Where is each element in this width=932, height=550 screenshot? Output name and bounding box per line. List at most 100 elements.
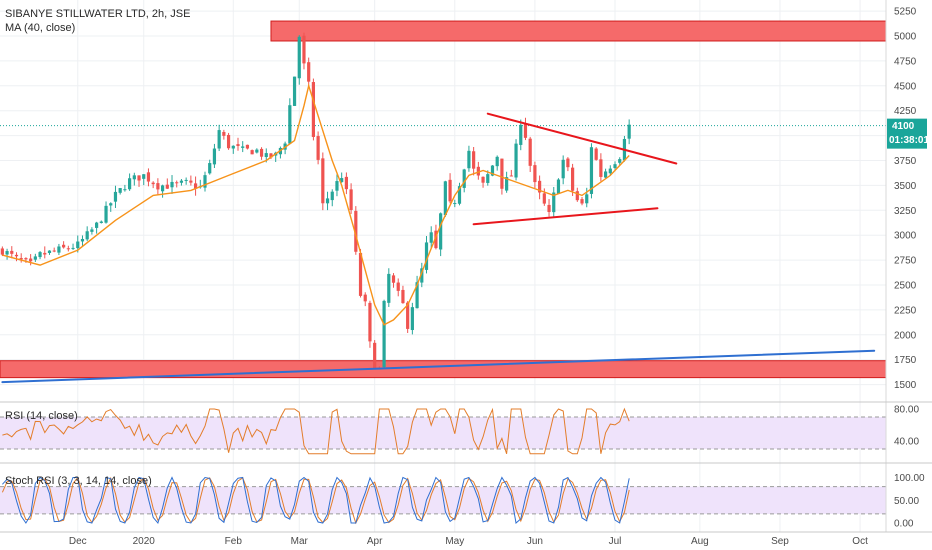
candle-body [335, 181, 339, 191]
candle-body [448, 179, 452, 202]
candle-body [245, 144, 250, 149]
candle-body [217, 130, 221, 149]
candle-body [603, 171, 608, 178]
x-tick-label: Mar [291, 536, 309, 547]
candle-body [132, 175, 136, 180]
candle-body [354, 210, 358, 252]
candle-body [618, 159, 622, 163]
candle-body [302, 35, 306, 64]
candle-body [476, 166, 480, 176]
candle-body [410, 307, 414, 331]
candle-body [165, 184, 169, 189]
candle-body [368, 302, 372, 342]
candle-body [523, 123, 528, 138]
candle-body [71, 247, 75, 249]
candle-body [358, 253, 363, 296]
candle-body [627, 124, 631, 139]
y-tick-label: 1750 [894, 355, 917, 366]
y-tick-label: 3500 [894, 181, 917, 192]
candle-body [109, 203, 113, 206]
candle-body [66, 248, 70, 250]
candle-body [193, 183, 198, 189]
x-tick-label: May [445, 536, 464, 547]
candle-body [222, 131, 226, 136]
candle-body [608, 168, 612, 174]
candle-body [104, 205, 108, 223]
candle-body [401, 289, 405, 304]
candle-body [208, 163, 212, 174]
y-tick-label: 2750 [894, 256, 917, 267]
candle-body [547, 204, 551, 213]
stoch-tick-label: 100.00 [894, 473, 925, 484]
x-tick-label: Dec [69, 536, 87, 547]
candle-body [453, 203, 457, 205]
stoch-legend[interactable]: Stoch RSI (3, 3, 14, 14, close) [5, 475, 152, 487]
candle-body [495, 156, 499, 167]
candle-body [269, 153, 273, 158]
candle-body [613, 164, 617, 169]
candle-body [231, 145, 235, 149]
candle-body [38, 252, 42, 258]
candle-body [250, 150, 254, 155]
candle-body [429, 232, 433, 243]
candle-body [128, 178, 132, 190]
stoch-tick-label: 0.00 [894, 519, 914, 530]
candle-body [406, 302, 410, 329]
candle-body [288, 105, 292, 144]
candle-body [424, 242, 429, 270]
candle-body [330, 191, 334, 201]
candle-body [203, 175, 207, 188]
ma-legend[interactable]: MA (40, close) [5, 22, 75, 34]
candle-body [236, 144, 240, 146]
rsi-tick-label: 80.00 [894, 405, 919, 416]
candle-body [571, 167, 575, 191]
candle-body [57, 246, 61, 253]
axes: 5250500047504500425040003750350032503000… [69, 7, 925, 547]
candle-body [561, 159, 565, 179]
candle-body [396, 282, 400, 291]
candle-body [156, 183, 160, 190]
candle-body [462, 169, 466, 188]
candle-body [391, 275, 396, 283]
candle-body [184, 179, 188, 181]
rsi-band [0, 417, 886, 449]
candle-body [10, 250, 14, 254]
candle-body [552, 192, 556, 213]
candle-body [307, 62, 311, 82]
rsi-tick-label: 40.00 [894, 437, 919, 448]
candle-body [490, 165, 495, 176]
candle-body [528, 138, 532, 166]
rsi-legend[interactable]: RSI (14, close) [5, 410, 78, 422]
candle-body [344, 176, 348, 190]
candle-body [519, 124, 523, 145]
y-tick-label: 3000 [894, 231, 917, 242]
y-tick-label: 5000 [894, 32, 917, 43]
candle-body [80, 238, 85, 242]
candle-body [123, 189, 127, 191]
candle-body [137, 175, 141, 181]
x-tick-label: Jul [609, 536, 622, 547]
bar-countdown: 01:38:01 [889, 135, 929, 146]
candle-body [538, 180, 542, 193]
candle-body [325, 198, 330, 204]
candle-body [566, 158, 570, 168]
candle-body [373, 342, 377, 370]
chart-title: SIBANYE STILLWATER LTD, 2h, JSE [5, 8, 190, 20]
candle-body [415, 282, 419, 309]
candle-body [542, 193, 546, 204]
candle-body [19, 258, 23, 260]
candle-body [179, 180, 184, 183]
last-price-badge: 4100 01:38:01 [887, 118, 929, 149]
candle-body [472, 151, 476, 169]
candle-body [589, 147, 594, 194]
candle-body [118, 188, 122, 193]
y-tick-label: 2500 [894, 281, 917, 292]
x-tick-label: Jun [527, 536, 543, 547]
y-tick-label: 2250 [894, 305, 917, 316]
y-tick-label: 4250 [894, 106, 917, 117]
candle-body [5, 251, 9, 255]
candle-body [505, 177, 509, 191]
candle-body [90, 229, 94, 232]
candle-body [481, 176, 485, 183]
